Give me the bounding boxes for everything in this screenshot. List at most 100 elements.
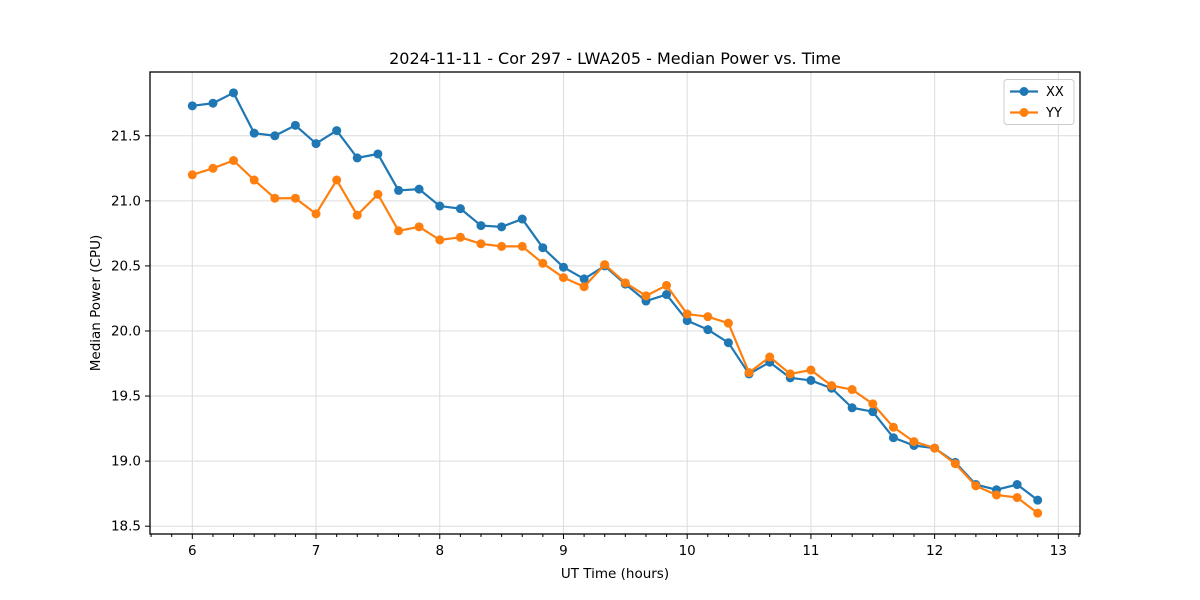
series-xx-marker	[888, 433, 898, 443]
series-xx-marker	[497, 222, 507, 232]
series-yy-marker	[1012, 493, 1022, 503]
y-axis	[145, 135, 150, 527]
series-xx-marker	[558, 262, 568, 272]
series-yy-marker	[538, 258, 548, 268]
series-xx-marker	[682, 316, 692, 326]
series-yy-marker	[229, 155, 239, 165]
series-yy-marker	[208, 163, 218, 173]
series-yy-marker	[414, 222, 424, 232]
series-xx-marker	[208, 98, 218, 108]
series-yy-marker	[765, 352, 775, 362]
series-yy-marker	[971, 481, 981, 491]
series-xx-marker	[290, 120, 300, 130]
series-yy-marker	[1033, 508, 1043, 518]
series-yy-marker	[703, 312, 713, 322]
series-yy-marker	[558, 273, 568, 283]
y-tick-labels: 18.5 19.0 19.5 20.0 20.5 21.0 21.5	[111, 128, 141, 534]
x-tick-label: 9	[559, 543, 568, 559]
series-xx-marker	[723, 338, 733, 348]
x-axis	[150, 534, 1080, 539]
series-yy-marker	[785, 369, 795, 379]
series-yy-marker	[455, 232, 465, 242]
series-xx-marker	[806, 375, 816, 385]
series-xx-marker	[414, 184, 424, 194]
series-yy-marker	[435, 235, 445, 245]
series-xx-marker	[352, 153, 362, 163]
y-tick-label: 21.0	[111, 193, 141, 209]
series-yy-marker	[352, 210, 362, 220]
series-xx-marker	[187, 101, 197, 111]
grid	[150, 72, 1080, 534]
series-yy-marker	[806, 365, 816, 375]
series-yy-marker	[909, 437, 919, 447]
series-yy-marker	[187, 170, 197, 180]
series-xx-marker	[394, 185, 404, 195]
series-yy-marker	[373, 189, 383, 199]
series-yy-marker	[579, 282, 589, 292]
series-xx-marker	[868, 407, 878, 417]
series-xx-marker	[847, 403, 857, 413]
legend-marker	[1019, 108, 1029, 117]
axes-frame	[149, 71, 1081, 535]
series-xx-marker	[332, 126, 342, 136]
x-tick-label: 8	[435, 543, 444, 559]
series-xx-marker	[229, 88, 239, 98]
x-tick-label: 6	[188, 543, 197, 559]
series-yy-marker	[270, 193, 280, 203]
legend-label-yy: YY	[1045, 106, 1062, 121]
legend: XX YY	[1003, 79, 1075, 125]
y-tick-label: 19.0	[111, 454, 141, 470]
series-xx-marker	[538, 243, 548, 253]
x-tick-label: 12	[926, 543, 943, 559]
series-xx-marker	[455, 204, 465, 214]
x-tick-label: 7	[312, 543, 321, 559]
x-axis-label: UT Time (hours)	[561, 566, 669, 582]
series-yy-marker	[991, 490, 1001, 500]
series-yy-marker	[930, 443, 940, 453]
series-xx-marker	[435, 201, 445, 211]
series-xx-marker	[1012, 480, 1022, 490]
series-xx-marker	[311, 139, 321, 149]
legend-label-xx: XX	[1046, 85, 1064, 100]
series-xx-marker	[476, 221, 486, 231]
series-yy-marker	[682, 309, 692, 319]
series-yy-marker	[497, 241, 507, 251]
series-xx-marker	[249, 128, 259, 138]
series-yy-marker	[827, 381, 837, 391]
y-tick-label: 20.5	[111, 258, 141, 274]
series-yy-marker	[888, 422, 898, 432]
series-yy-marker	[311, 209, 321, 219]
series-yy-marker	[476, 239, 486, 249]
series-yy	[187, 155, 1043, 518]
x-tick-label: 11	[802, 543, 819, 559]
series-yy-marker	[517, 241, 527, 251]
x-tick-label: 13	[1050, 543, 1067, 559]
series-yy-marker	[620, 278, 630, 288]
y-axis-label: Median Power (CPU)	[88, 235, 104, 371]
series-xx-marker	[1033, 495, 1043, 505]
y-tick-label: 19.5	[111, 389, 141, 405]
series-yy-marker	[332, 175, 342, 185]
series-xx-marker	[270, 131, 280, 141]
x-tick-labels: 6 7 8 9 10 11 12 13	[188, 543, 1067, 559]
legend-marker	[1019, 87, 1029, 96]
series-yy-marker	[641, 291, 651, 301]
series-yy-marker	[600, 260, 610, 270]
series-yy-marker	[290, 193, 300, 203]
series-yy-marker	[847, 385, 857, 395]
y-tick-label: 21.5	[111, 128, 141, 144]
x-tick-label: 10	[679, 543, 696, 559]
series-yy-marker	[662, 280, 672, 290]
series-yy-marker	[744, 368, 754, 378]
series-yy-marker	[394, 226, 404, 236]
series-xx-marker	[373, 149, 383, 159]
y-tick-label: 20.0	[111, 323, 141, 339]
series-yy-marker	[249, 175, 259, 185]
series-xx-marker	[703, 325, 713, 335]
y-tick-label: 18.5	[111, 519, 141, 535]
series-yy-marker	[950, 459, 960, 469]
series-xx-marker	[517, 214, 527, 224]
series-xx-marker	[662, 290, 672, 300]
